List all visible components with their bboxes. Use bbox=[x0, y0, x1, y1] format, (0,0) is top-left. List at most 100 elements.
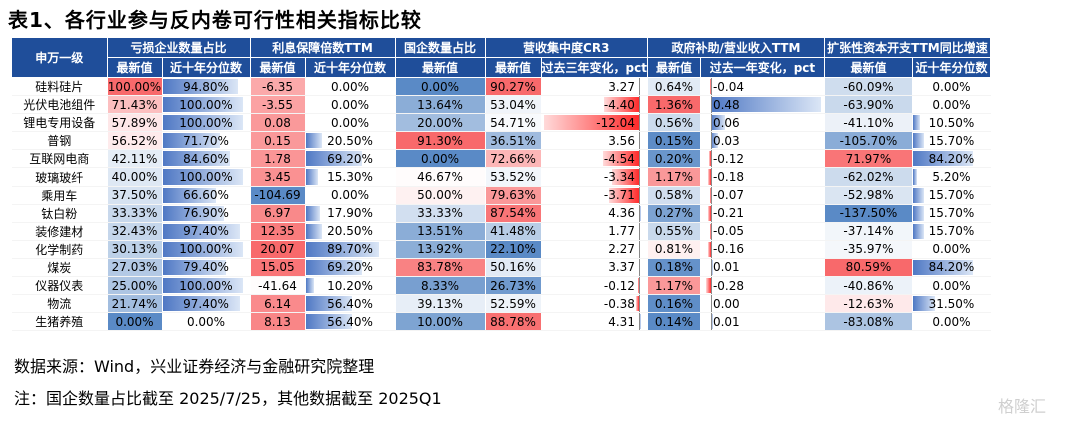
percentile-bar bbox=[162, 259, 227, 276]
percentile-bar bbox=[162, 97, 243, 113]
negative-change-bar bbox=[612, 169, 639, 185]
cell-cr3: 72.66% bbox=[485, 149, 542, 169]
cell-cap: 80.59% bbox=[824, 258, 913, 278]
cell-value: -3.55 bbox=[261, 97, 294, 112]
cell-value: 0.00% bbox=[330, 188, 370, 203]
zero-axis bbox=[638, 78, 640, 95]
cell-soe: 20.00% bbox=[395, 113, 486, 133]
cell-soe: 13.92% bbox=[395, 240, 486, 259]
positive-change-bar bbox=[710, 133, 718, 149]
cell-sub-d: -0.28 bbox=[700, 276, 825, 296]
cell-value: 0.58% bbox=[654, 188, 694, 203]
cell-cap: -60.09% bbox=[824, 77, 913, 97]
cell-loss: 40.00% bbox=[107, 167, 163, 187]
cell-sub-d: 0.00 bbox=[700, 294, 825, 314]
cell-value: 69.20% bbox=[327, 151, 373, 166]
cell-value: 46.67% bbox=[417, 170, 463, 185]
cell-icr-p: 69.20% bbox=[305, 149, 396, 169]
cell-value: 1.17% bbox=[654, 278, 694, 293]
cell-value: 0.81% bbox=[654, 242, 694, 257]
cell-sub: 0.20% bbox=[647, 149, 701, 169]
cell-loss: 25.00% bbox=[107, 276, 163, 296]
cell-value: 50.16% bbox=[490, 260, 536, 275]
cell-value: 互联网电商 bbox=[29, 152, 90, 167]
percentile-bar bbox=[305, 314, 352, 330]
cell-loss-p: 100.00% bbox=[162, 276, 251, 296]
table-row: 化学制药 30.13% 100.00% 20.07 89.70% 13.92% 22.10%… bbox=[12, 240, 991, 259]
cell-cr3-d: -0.38 bbox=[541, 294, 648, 314]
cell-value: 27.03% bbox=[111, 260, 158, 275]
negative-change-bar bbox=[706, 278, 711, 294]
cell-sub-d: -0.12 bbox=[700, 149, 825, 169]
cell-sub-d: -0.04 bbox=[700, 77, 825, 97]
cell-value: 20.50% bbox=[327, 224, 373, 239]
cell-value: 72.66% bbox=[490, 151, 536, 166]
cell-loss: 21.74% bbox=[107, 294, 163, 314]
cell-cap: -37.14% bbox=[824, 222, 913, 241]
cell-value: 0.00% bbox=[932, 278, 971, 293]
cell-value: 54.71% bbox=[490, 115, 536, 130]
cell-value: 0.00% bbox=[420, 79, 460, 94]
subheader: 近十年分位数 bbox=[912, 57, 991, 78]
cell-value: -52.98% bbox=[843, 188, 894, 203]
zero-axis bbox=[638, 240, 640, 258]
cell-icr-p: 20.50% bbox=[305, 222, 396, 241]
cell-loss-p: 84.60% bbox=[162, 149, 251, 169]
cell-ind: 生猪养殖 bbox=[12, 312, 108, 332]
percentile-bar bbox=[305, 133, 323, 149]
cell-cr3: 52.59% bbox=[485, 294, 542, 314]
cell-icr: 3.45 bbox=[250, 167, 306, 187]
cell-sub-d: -0.07 bbox=[700, 186, 825, 205]
negative-change-bar bbox=[603, 97, 639, 113]
zero-axis bbox=[638, 96, 640, 113]
zero-axis bbox=[638, 114, 640, 131]
cell-soe: 13.64% bbox=[395, 95, 486, 115]
cell-sub-d: 0.48 bbox=[700, 95, 825, 115]
cell-cap-p: 0.00% bbox=[912, 77, 991, 97]
cell-ind: 钛白粉 bbox=[12, 204, 108, 223]
cell-value: 89.70% bbox=[327, 242, 373, 257]
cell-value: 2.27 bbox=[608, 242, 635, 257]
cell-loss-p: 94.80% bbox=[162, 77, 251, 97]
negative-change-bar bbox=[710, 223, 711, 239]
cell-icr-p: 56.40% bbox=[305, 294, 396, 314]
negative-change-bar bbox=[609, 187, 639, 203]
table-row: 硅料硅片 100.00% 94.80% -6.35 0.00% 0.00% 90.27% 3.… bbox=[12, 77, 991, 97]
table-row: 锂电专用设备 57.89% 100.00% 0.08 0.00% 20.00% 54.71%… bbox=[12, 113, 991, 133]
cell-value: 56.52% bbox=[111, 133, 158, 148]
cell-value: 3.45 bbox=[264, 170, 291, 185]
cell-value: 硅料硅片 bbox=[35, 80, 84, 95]
cell-cap-p: 15.70% bbox=[912, 131, 991, 151]
subheader: 近十年分位数 bbox=[305, 57, 396, 78]
percentile-bar bbox=[305, 151, 363, 167]
cell-cap-p: 84.20% bbox=[912, 258, 991, 278]
cell-value: -0.12 bbox=[603, 278, 635, 293]
cell-soe: 91.30% bbox=[395, 131, 486, 151]
cell-icr: 6.97 bbox=[250, 204, 306, 223]
cell-value: 15.30% bbox=[327, 170, 373, 185]
cell-loss-p: 0.00% bbox=[162, 312, 251, 332]
cell-icr: 20.07 bbox=[250, 240, 306, 259]
cell-value: 69.20% bbox=[327, 260, 373, 275]
cell-sub: 0.27% bbox=[647, 204, 701, 223]
cell-cr3-d: 4.36 bbox=[541, 204, 648, 223]
cell-cap: -12.63% bbox=[824, 294, 913, 314]
cell-value: 玻璃玻纤 bbox=[35, 170, 84, 185]
table-row: 煤炭 27.03% 79.40% 15.05 69.20% 83.78% 50.16% 3.3… bbox=[12, 258, 991, 278]
cell-value: 100.00% bbox=[179, 170, 233, 185]
cell-value: 10.00% bbox=[417, 314, 463, 329]
cell-value: 0.03 bbox=[712, 133, 740, 148]
cell-soe: 33.33% bbox=[395, 204, 486, 223]
cell-value: 21.74% bbox=[111, 296, 158, 311]
positive-change-bar bbox=[638, 314, 641, 330]
cell-ind: 玻璃玻纤 bbox=[12, 167, 108, 187]
cell-value: 0.15% bbox=[654, 133, 694, 148]
cell-icr: 15.05 bbox=[250, 258, 306, 278]
cell-value: 25.00% bbox=[111, 278, 158, 293]
cell-sub: 0.18% bbox=[647, 258, 701, 278]
cell-cr3-d: -3.71 bbox=[541, 186, 648, 205]
cell-value: 0.00% bbox=[420, 151, 460, 166]
cell-value: 0.64% bbox=[654, 79, 694, 94]
cell-value: 0.00% bbox=[932, 97, 971, 112]
cell-value: 84.20% bbox=[928, 151, 975, 166]
